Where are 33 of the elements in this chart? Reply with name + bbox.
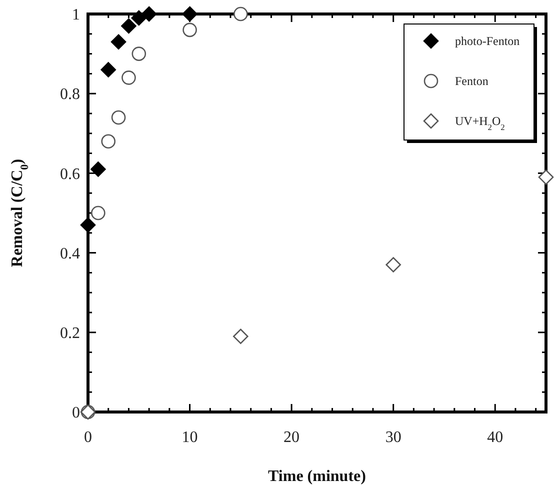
point	[101, 134, 116, 149]
x-tick-label: 40	[487, 429, 504, 446]
point	[91, 206, 106, 220]
x-tick-label: 10	[182, 429, 198, 446]
point	[182, 6, 198, 22]
point	[100, 62, 116, 78]
legend-label: UV+H$_{2}$O$_{2}$	[455, 114, 505, 132]
x-axis-title: Time (minute)	[268, 468, 366, 485]
y-tick-label: 0.4	[60, 245, 80, 262]
y-tick-label: 0.8	[60, 86, 80, 104]
point	[132, 46, 146, 61]
point	[234, 6, 248, 22]
x-tick-label: 20	[284, 429, 300, 446]
y-tick-label: 0.6	[60, 166, 80, 183]
point	[386, 257, 401, 272]
point	[233, 328, 248, 344]
point	[131, 10, 147, 26]
point	[90, 162, 106, 177]
point	[182, 22, 197, 38]
x-tick-label: 0	[84, 429, 92, 446]
point	[122, 70, 136, 85]
legend-label: photo-Fenton	[455, 34, 520, 48]
y-tick-label: 0	[72, 404, 80, 422]
x-tick-label: 30	[385, 429, 402, 446]
point	[141, 6, 157, 22]
point	[110, 34, 126, 50]
point	[111, 110, 126, 125]
point	[538, 170, 554, 185]
legend-label: Fenton	[455, 74, 488, 88]
y-tick-label: 1	[72, 6, 80, 24]
point	[80, 217, 96, 233]
y-tick-label: 0.2	[60, 325, 80, 342]
point	[121, 18, 136, 34]
